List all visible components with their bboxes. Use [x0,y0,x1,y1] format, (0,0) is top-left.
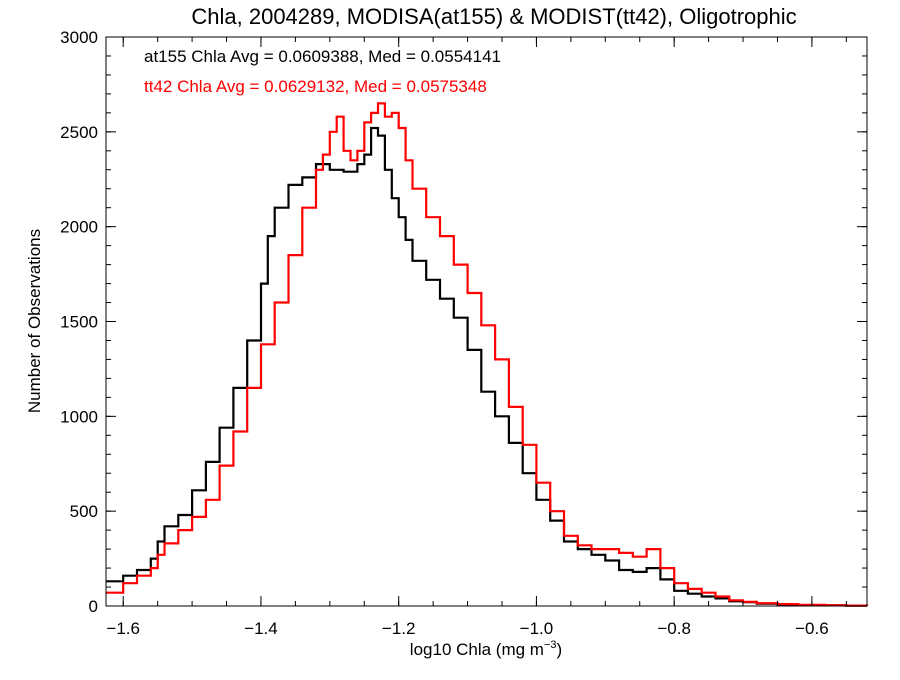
series-line-1 [106,102,869,607]
y-tick-label: 1500 [60,313,98,332]
y-tick-label: 2500 [60,123,98,142]
x-axis-label-suffix: ) [557,640,563,659]
x-tick-label: −1.6 [106,619,140,638]
y-tick-label: 2000 [60,218,98,237]
series-layer [106,102,869,607]
x-axis-label-text: log10 Chla (mg m [410,640,544,659]
plot-area: −1.6 −1.4 −1.2 −1.0 −0.8 −0.6 0 500 1000 1500 200… [60,28,869,638]
y-tick-label: 3000 [60,28,98,47]
y-axis-ticks: 0 500 1000 1500 2000 2500 3000 [60,28,867,616]
x-tick-label: −1.4 [244,619,278,638]
y-tick-label: 0 [89,597,98,616]
annotation-tt42-stats: tt42 Chla Avg = 0.0629132, Med = 0.05753… [144,77,487,96]
y-axis-label: Number of Observations [25,229,44,413]
x-axis-ticks: −1.6 −1.4 −1.2 −1.0 −0.8 −0.6 [106,37,847,638]
plot-frame [105,36,868,607]
x-tick-label: −1.0 [520,619,554,638]
annotation-at155-stats: at155 Chla Avg = 0.0609388, Med = 0.0554… [144,47,501,66]
y-tick-label: 500 [70,502,98,521]
series-line-0 [106,126,869,607]
y-tick-label: 1000 [60,407,98,426]
x-tick-label: −0.6 [795,619,829,638]
x-axis-label: log10 Chla (mg m−3) [410,639,562,659]
chart-title: Chla, 2004289, MODISA(at155) & MODIST(tt… [191,4,796,29]
x-tick-label: −1.2 [382,619,416,638]
x-axis-label-exponent: −3 [544,639,557,651]
x-tick-label: −0.8 [657,619,691,638]
